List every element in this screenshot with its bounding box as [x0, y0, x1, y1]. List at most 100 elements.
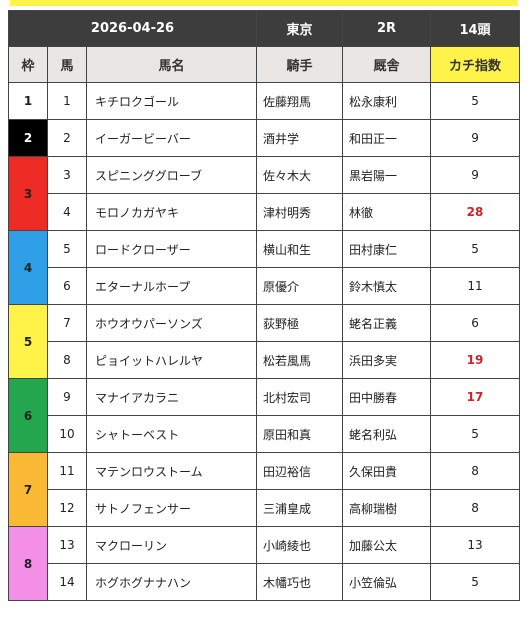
horse-number: 13: [47, 526, 87, 564]
trainer-name: 松永康利: [342, 82, 432, 120]
trainer-name: 林徹: [342, 193, 432, 231]
horse-row: 10 シャトーベスト 原田和真 蛯名利弘 5: [9, 415, 521, 453]
trainer-name: 田中勝春: [342, 378, 432, 416]
kachi-score: 5: [430, 230, 521, 268]
kachi-score: 6: [430, 304, 521, 342]
race-number: 2R: [342, 10, 432, 47]
horse-name: スピニンググローブ: [85, 156, 258, 194]
horse-name: マナイアカラニ: [85, 378, 258, 416]
waku-cell: 6: [8, 378, 48, 453]
kachi-score: 8: [430, 489, 521, 527]
horse-name: マクローリン: [85, 526, 258, 564]
horse-number: 14: [47, 563, 87, 601]
waku-cell: 2: [8, 119, 48, 157]
kachi-score: 28: [430, 193, 521, 231]
jockey-name: 津村明秀: [256, 193, 344, 231]
col-waku: 枠: [8, 46, 48, 83]
kachi-score: 9: [430, 119, 521, 157]
race-header-row: 2026-04-26 東京 2R 14頭: [7, 10, 521, 47]
kachi-score: 19: [430, 341, 521, 379]
jockey-name: 小崎綾也: [256, 526, 344, 564]
horse-name: ホウオウパーソンズ: [85, 304, 258, 342]
kachi-score: 9: [430, 156, 521, 194]
waku-cell: 3: [8, 156, 48, 231]
horse-number: 5: [47, 230, 87, 268]
jockey-name: 横山和生: [256, 230, 344, 268]
horse-row: 3 3 スピニンググローブ 佐々木大 黒岩陽一 9: [8, 156, 521, 231]
race-table: 2026-04-26 東京 2R 14頭 枠 馬 馬名 騎手 厩舎 カチ指数 1…: [7, 10, 521, 601]
horse-row: 6 エターナルホープ 原優介 鈴木慎太 11: [9, 267, 521, 305]
waku-cell: 7: [8, 452, 48, 527]
horse-number: 2: [47, 119, 87, 157]
horse-number: 8: [47, 341, 87, 379]
horse-row: 2 2 イーガービーバー 酒井学 和田正一 9: [8, 119, 521, 157]
race-date: 2026-04-26: [7, 10, 258, 47]
horse-name: マテンロウストーム: [85, 452, 258, 490]
jockey-name: 酒井学: [256, 119, 344, 157]
waku-cell: 5: [8, 304, 48, 379]
horse-name: イーガービーバー: [85, 119, 258, 157]
col-uma: 馬: [47, 46, 87, 83]
trainer-name: 黒岩陽一: [342, 156, 432, 194]
runner-count: 14頭: [430, 10, 521, 47]
race-venue: 東京: [256, 10, 344, 47]
trainer-name: 加藤公太: [342, 526, 432, 564]
horse-name: モロノカガヤキ: [85, 193, 258, 231]
horse-name: サトノフェンサー: [85, 489, 258, 527]
jockey-name: 荻野極: [256, 304, 344, 342]
horse-name: ホグホグナナハン: [85, 563, 258, 601]
horse-row: 14 ホグホグナナハン 木幡巧也 小笠倫弘 5: [9, 563, 521, 601]
jockey-name: 三浦皇成: [256, 489, 344, 527]
kachi-score: 13: [430, 526, 521, 564]
trainer-name: 蛯名正義: [342, 304, 432, 342]
col-trainer: 厩舎: [342, 46, 432, 83]
jockey-name: 田辺裕信: [256, 452, 344, 490]
trainer-name: 田村康仁: [342, 230, 432, 268]
jockey-name: 木幡巧也: [256, 563, 344, 601]
kachi-score: 5: [430, 415, 521, 453]
horse-row: 1 1 キチロクゴール 佐藤翔馬 松永康利 5: [8, 82, 521, 120]
trainer-name: 久保田貴: [342, 452, 432, 490]
trainer-name: 小笠倫弘: [342, 563, 432, 601]
horse-row: 8 13 マクローリン 小崎綾也 加藤公太 13: [8, 526, 521, 601]
horse-name: ピョイットハレルヤ: [85, 341, 258, 379]
horse-row: 5 7 ホウオウパーソンズ 荻野極 蛯名正義 6: [8, 304, 521, 379]
kachi-score: 8: [430, 452, 521, 490]
jockey-name: 原田和真: [256, 415, 344, 453]
jockey-name: 原優介: [256, 267, 344, 305]
horse-number: 3: [47, 156, 87, 194]
horse-number: 11: [47, 452, 87, 490]
top-accent-strip: [0, 0, 528, 8]
kachi-score: 17: [430, 378, 521, 416]
trainer-name: 鈴木慎太: [342, 267, 432, 305]
horse-row: 12 サトノフェンサー 三浦皇成 高柳瑞樹 8: [9, 489, 521, 527]
kachi-score: 5: [430, 563, 521, 601]
waku-cell: 1: [8, 82, 48, 120]
horse-row: 4 5 ロードクローザー 横山和生 田村康仁 5: [8, 230, 521, 305]
trainer-name: 高柳瑞樹: [342, 489, 432, 527]
horse-number: 6: [47, 267, 87, 305]
race-card: 2026-04-26 東京 2R 14頭 枠 馬 馬名 騎手 厩舎 カチ指数 1…: [7, 10, 521, 601]
horse-name: エターナルホープ: [85, 267, 258, 305]
jockey-name: 北村宏司: [256, 378, 344, 416]
trainer-name: 浜田多実: [342, 341, 432, 379]
trainer-name: 和田正一: [342, 119, 432, 157]
horse-name: キチロクゴール: [85, 82, 258, 120]
horse-name: ロードクローザー: [85, 230, 258, 268]
horse-number: 4: [47, 193, 87, 231]
col-score: カチ指数: [430, 46, 521, 83]
horse-number: 10: [47, 415, 87, 453]
horse-name: シャトーベスト: [85, 415, 258, 453]
horse-number: 9: [47, 378, 87, 416]
waku-cell: 4: [8, 230, 48, 305]
horse-number: 7: [47, 304, 87, 342]
jockey-name: 佐藤翔馬: [256, 82, 344, 120]
kachi-score: 5: [430, 82, 521, 120]
horse-number: 12: [47, 489, 87, 527]
waku-cell: 8: [8, 526, 48, 601]
jockey-name: 松若風馬: [256, 341, 344, 379]
horse-row: 8 ピョイットハレルヤ 松若風馬 浜田多実 19: [9, 341, 521, 379]
col-jockey: 騎手: [256, 46, 344, 83]
kachi-score: 11: [430, 267, 521, 305]
horse-row: 7 11 マテンロウストーム 田辺裕信 久保田貴 8: [8, 452, 521, 527]
